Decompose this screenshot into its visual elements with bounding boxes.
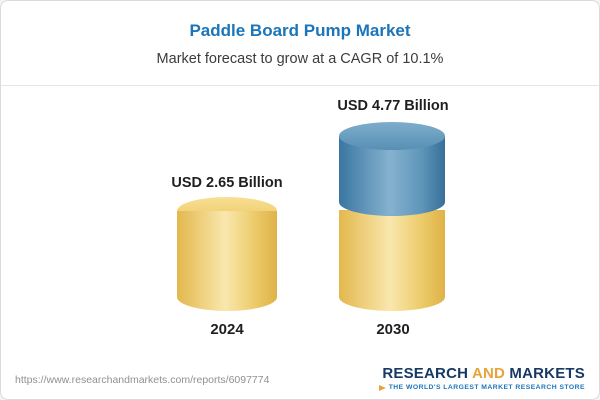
bar-2030-top-ellipse [339, 122, 445, 150]
logo-word-research: RESEARCH [382, 365, 469, 382]
bar-2030-cylinder [339, 122, 445, 311]
bar-2024-cylinder [177, 197, 277, 311]
header-divider [1, 85, 599, 86]
report-url: https://www.researchandmarkets.com/repor… [15, 374, 270, 386]
logo-word-markets: MARKETS [509, 365, 585, 382]
bar-2024-body [177, 211, 277, 311]
research-and-markets-logo: RESEARCH AND MARKETS THE WORLD'S LARGEST… [378, 365, 585, 391]
logo-word-and: AND [468, 365, 510, 382]
category-label-2024: 2024 [210, 321, 244, 338]
logo-pencil-icon [378, 384, 386, 391]
value-label-2030: USD 4.77 Billion [337, 98, 449, 114]
value-label-2024: USD 2.65 Billion [171, 175, 283, 191]
logo-tagline-row: THE WORLD'S LARGEST MARKET RESEARCH STOR… [378, 384, 585, 391]
chart-title: Paddle Board Pump Market [189, 21, 411, 40]
logo-tagline-text: THE WORLD'S LARGEST MARKET RESEARCH STOR… [388, 384, 585, 391]
logo-wordmark: RESEARCH AND MARKETS [379, 365, 585, 382]
category-label-2030: 2030 [376, 321, 410, 338]
bar-2030-base-segment [339, 210, 445, 311]
chart-subtitle: Market forecast to grow at a CAGR of 10.… [156, 51, 444, 67]
